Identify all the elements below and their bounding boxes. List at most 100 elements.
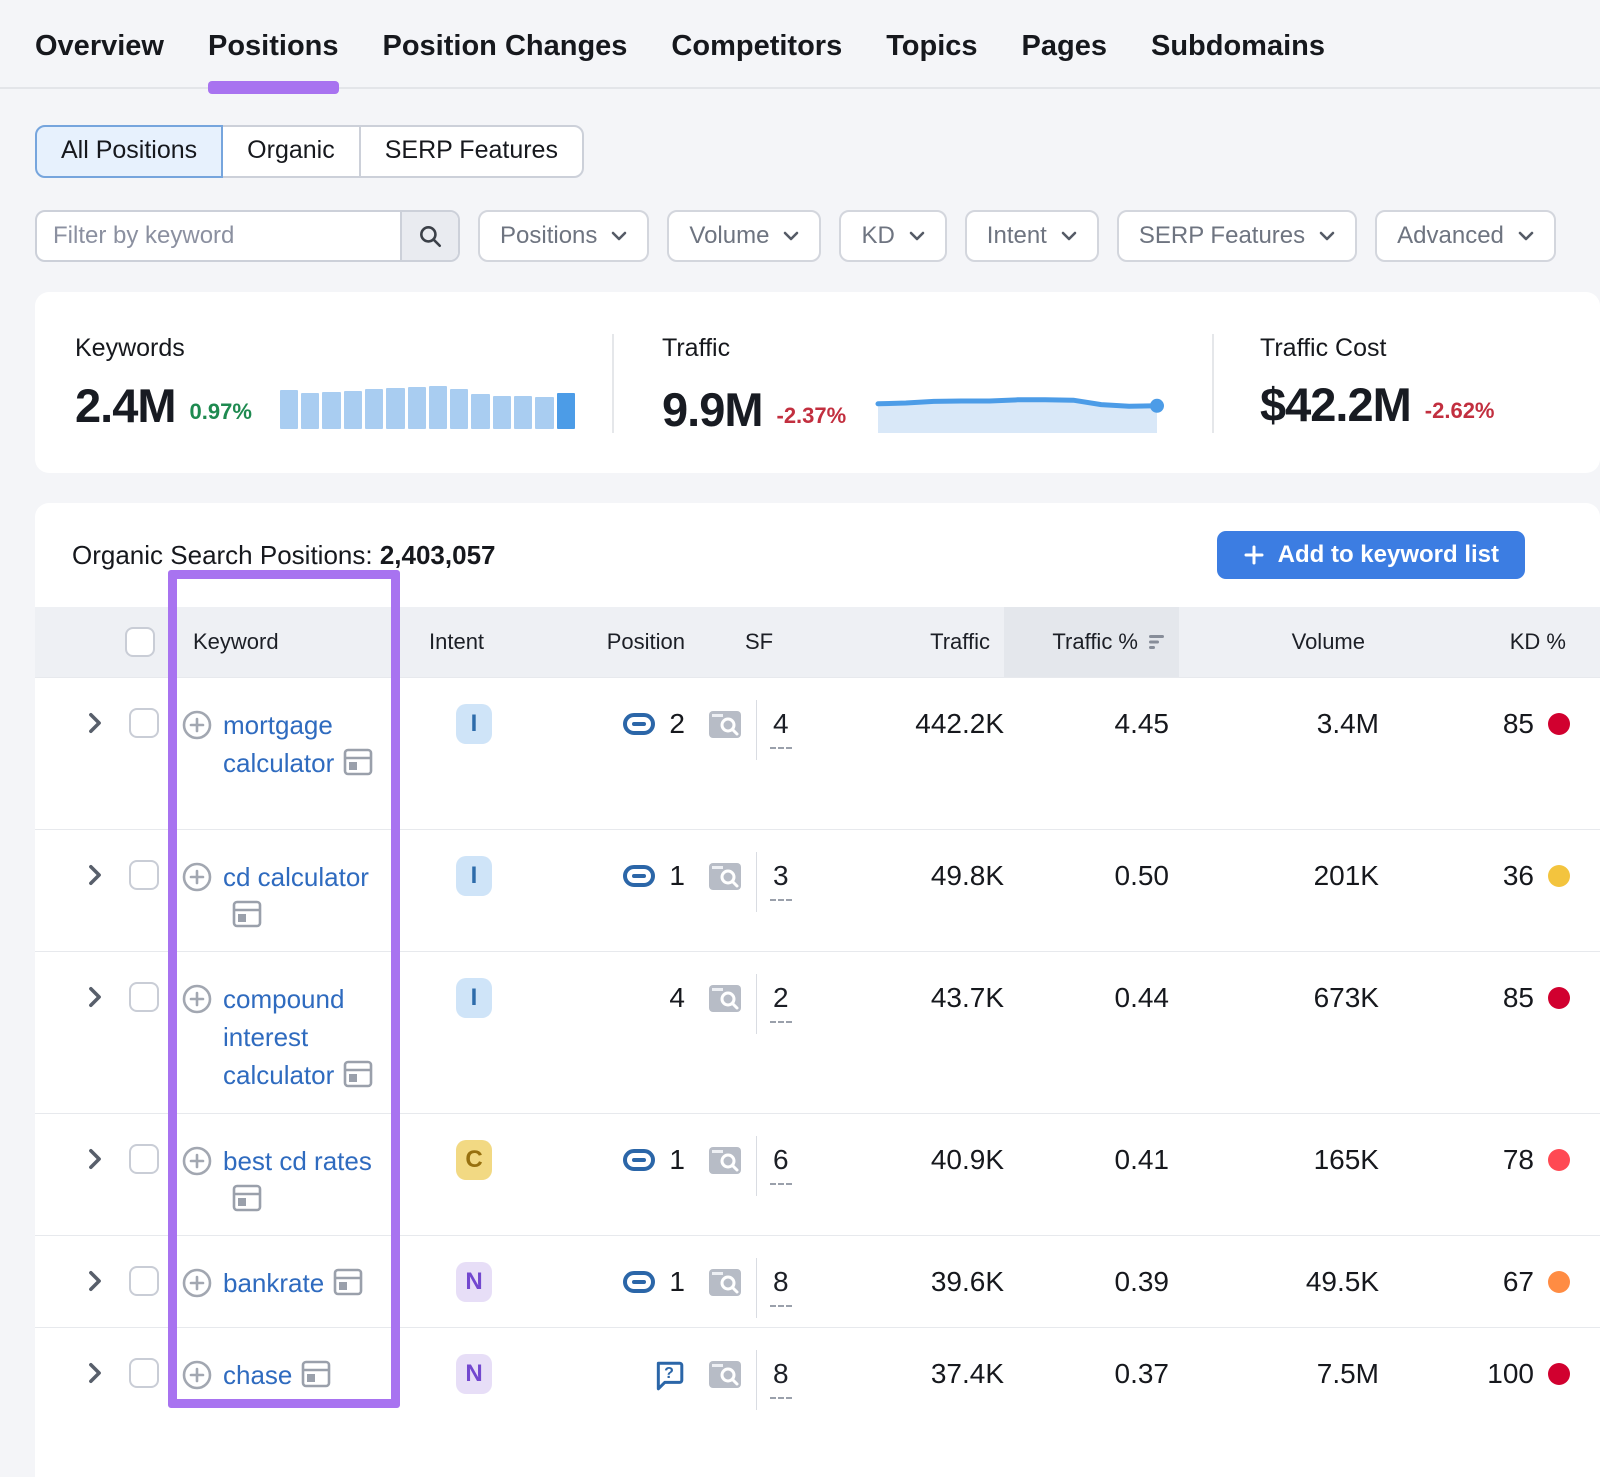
sf-count[interactable]: 3 [770,860,792,901]
tab-serp-features[interactable]: SERP Features [359,125,584,178]
expand-chevron-icon[interactable] [88,864,102,886]
nav-pages[interactable]: Pages [1022,30,1107,87]
expand-chevron-icon[interactable] [88,1362,102,1384]
plus-icon [1243,544,1265,566]
table-row: chase N ? 8 37.4K 0.37 7.5M 100 [35,1327,1600,1477]
serp-features-icon[interactable] [707,1266,743,1298]
keyword-link[interactable]: best cd rates [223,1146,372,1176]
add-keyword-icon[interactable] [181,1267,213,1299]
column-header-traffic-pct[interactable]: Traffic % [1004,607,1179,677]
kd-filter-dropdown[interactable]: KD [839,210,946,262]
serp-snapshot-icon[interactable] [301,1360,331,1388]
kd-dot [1548,865,1570,887]
traffic-cost-stat: Traffic Cost $42.2M -2.62% [1212,334,1600,433]
serp-snapshot-icon[interactable] [232,1184,262,1212]
tab-all-positions[interactable]: All Positions [35,125,223,178]
column-header-kd[interactable]: KD % [1379,629,1570,655]
serp-snapshot-icon[interactable] [343,1060,373,1088]
nav-competitors[interactable]: Competitors [671,30,842,87]
nav-overview[interactable]: Overview [35,30,164,87]
traffic-pct-cell: 0.50 [1004,830,1179,892]
serp-features-icon[interactable] [707,982,743,1014]
sf-count[interactable]: 8 [770,1266,792,1307]
intent-badge: N [456,1262,492,1302]
keyword-link[interactable]: bankrate [223,1268,324,1298]
tab-organic[interactable]: Organic [221,125,361,178]
serp-features-icon[interactable] [707,1358,743,1390]
sf-count[interactable]: 8 [770,1358,792,1399]
sf-count[interactable]: 2 [770,982,792,1023]
positions-filter-dropdown[interactable]: Positions [478,210,649,262]
link-icon[interactable] [622,1268,656,1296]
chevron-down-icon [1061,231,1077,241]
nav-position-changes[interactable]: Position Changes [383,30,628,87]
add-keyword-icon[interactable] [181,1145,213,1177]
column-header-intent[interactable]: Intent [409,629,539,655]
row-checkbox[interactable] [129,1144,159,1174]
intent-badge: C [456,1140,492,1180]
advanced-filters-dropdown[interactable]: Advanced [1375,210,1556,262]
add-keyword-icon[interactable] [181,709,213,741]
nav-positions[interactable]: Positions [208,30,339,87]
column-header-traffic[interactable]: Traffic [819,629,1004,655]
add-to-keyword-list-button[interactable]: Add to keyword list [1217,531,1525,579]
column-header-keyword[interactable]: Keyword [181,629,409,655]
nav-topics[interactable]: Topics [886,30,977,87]
serp-snapshot-icon[interactable] [343,748,373,776]
intent-badge: I [456,704,492,744]
serp-features-icon[interactable] [707,1144,743,1176]
column-header-sf[interactable]: SF [699,629,819,655]
sf-count[interactable]: 4 [770,708,792,749]
keyword-link[interactable]: compound interest calculator [223,984,344,1090]
row-checkbox[interactable] [129,1266,159,1296]
sort-descending-icon [1147,633,1169,651]
expand-chevron-icon[interactable] [88,986,102,1008]
volume-filter-dropdown[interactable]: Volume [667,210,821,262]
keyword-link[interactable]: chase [223,1360,292,1390]
add-keyword-icon[interactable] [181,1359,213,1391]
link-icon[interactable] [622,710,656,738]
intent-filter-dropdown[interactable]: Intent [965,210,1099,262]
column-header-position[interactable]: Position [539,629,699,655]
volume-cell: 3.4M [1179,678,1379,740]
expand-chevron-icon[interactable] [88,712,102,734]
kd-dot [1548,1271,1570,1293]
add-keyword-icon[interactable] [181,983,213,1015]
traffic-cell: 442.2K [819,678,1004,740]
keyword-link[interactable]: mortgage calculator [223,710,334,778]
row-checkbox[interactable] [129,1358,159,1388]
question-bubble-icon[interactable]: ? [653,1360,685,1392]
position-value: 1 [669,860,685,892]
search-input[interactable] [37,212,400,260]
chevron-down-icon [909,231,925,241]
select-all-checkbox[interactable] [125,627,155,657]
link-icon[interactable] [622,862,656,890]
traffic-pct-cell: 0.37 [1004,1328,1179,1390]
expand-chevron-icon[interactable] [88,1270,102,1292]
table-title: Organic Search Positions: 2,403,057 [72,540,496,571]
filter-bar: Positions Volume KD Intent SERP Features… [35,210,1600,262]
traffic-stat: Traffic 9.9M -2.37% [612,334,1212,433]
traffic-change: -2.37% [777,403,847,429]
sf-count[interactable]: 6 [770,1144,792,1185]
expand-chevron-icon[interactable] [88,1148,102,1170]
serp-features-icon[interactable] [707,860,743,892]
table-row: mortgage calculator I 2 4 442.2K 4.45 3.… [35,677,1600,829]
serp-features-filter-dropdown[interactable]: SERP Features [1117,210,1357,262]
row-checkbox[interactable] [129,708,159,738]
intent-badge: N [456,1354,492,1394]
traffic-label: Traffic [662,334,1212,363]
search-button[interactable] [400,212,458,260]
link-icon[interactable] [622,1146,656,1174]
nav-subdomains[interactable]: Subdomains [1151,30,1325,87]
row-checkbox[interactable] [129,982,159,1012]
keyword-link[interactable]: cd calculator [223,862,369,892]
traffic-pct-cell: 0.44 [1004,952,1179,1014]
serp-snapshot-icon[interactable] [333,1268,363,1296]
serp-features-icon[interactable] [707,708,743,740]
serp-snapshot-icon[interactable] [232,900,262,928]
row-checkbox[interactable] [129,860,159,890]
column-header-volume[interactable]: Volume [1179,629,1379,655]
traffic-pct-cell: 4.45 [1004,678,1179,740]
add-keyword-icon[interactable] [181,861,213,893]
